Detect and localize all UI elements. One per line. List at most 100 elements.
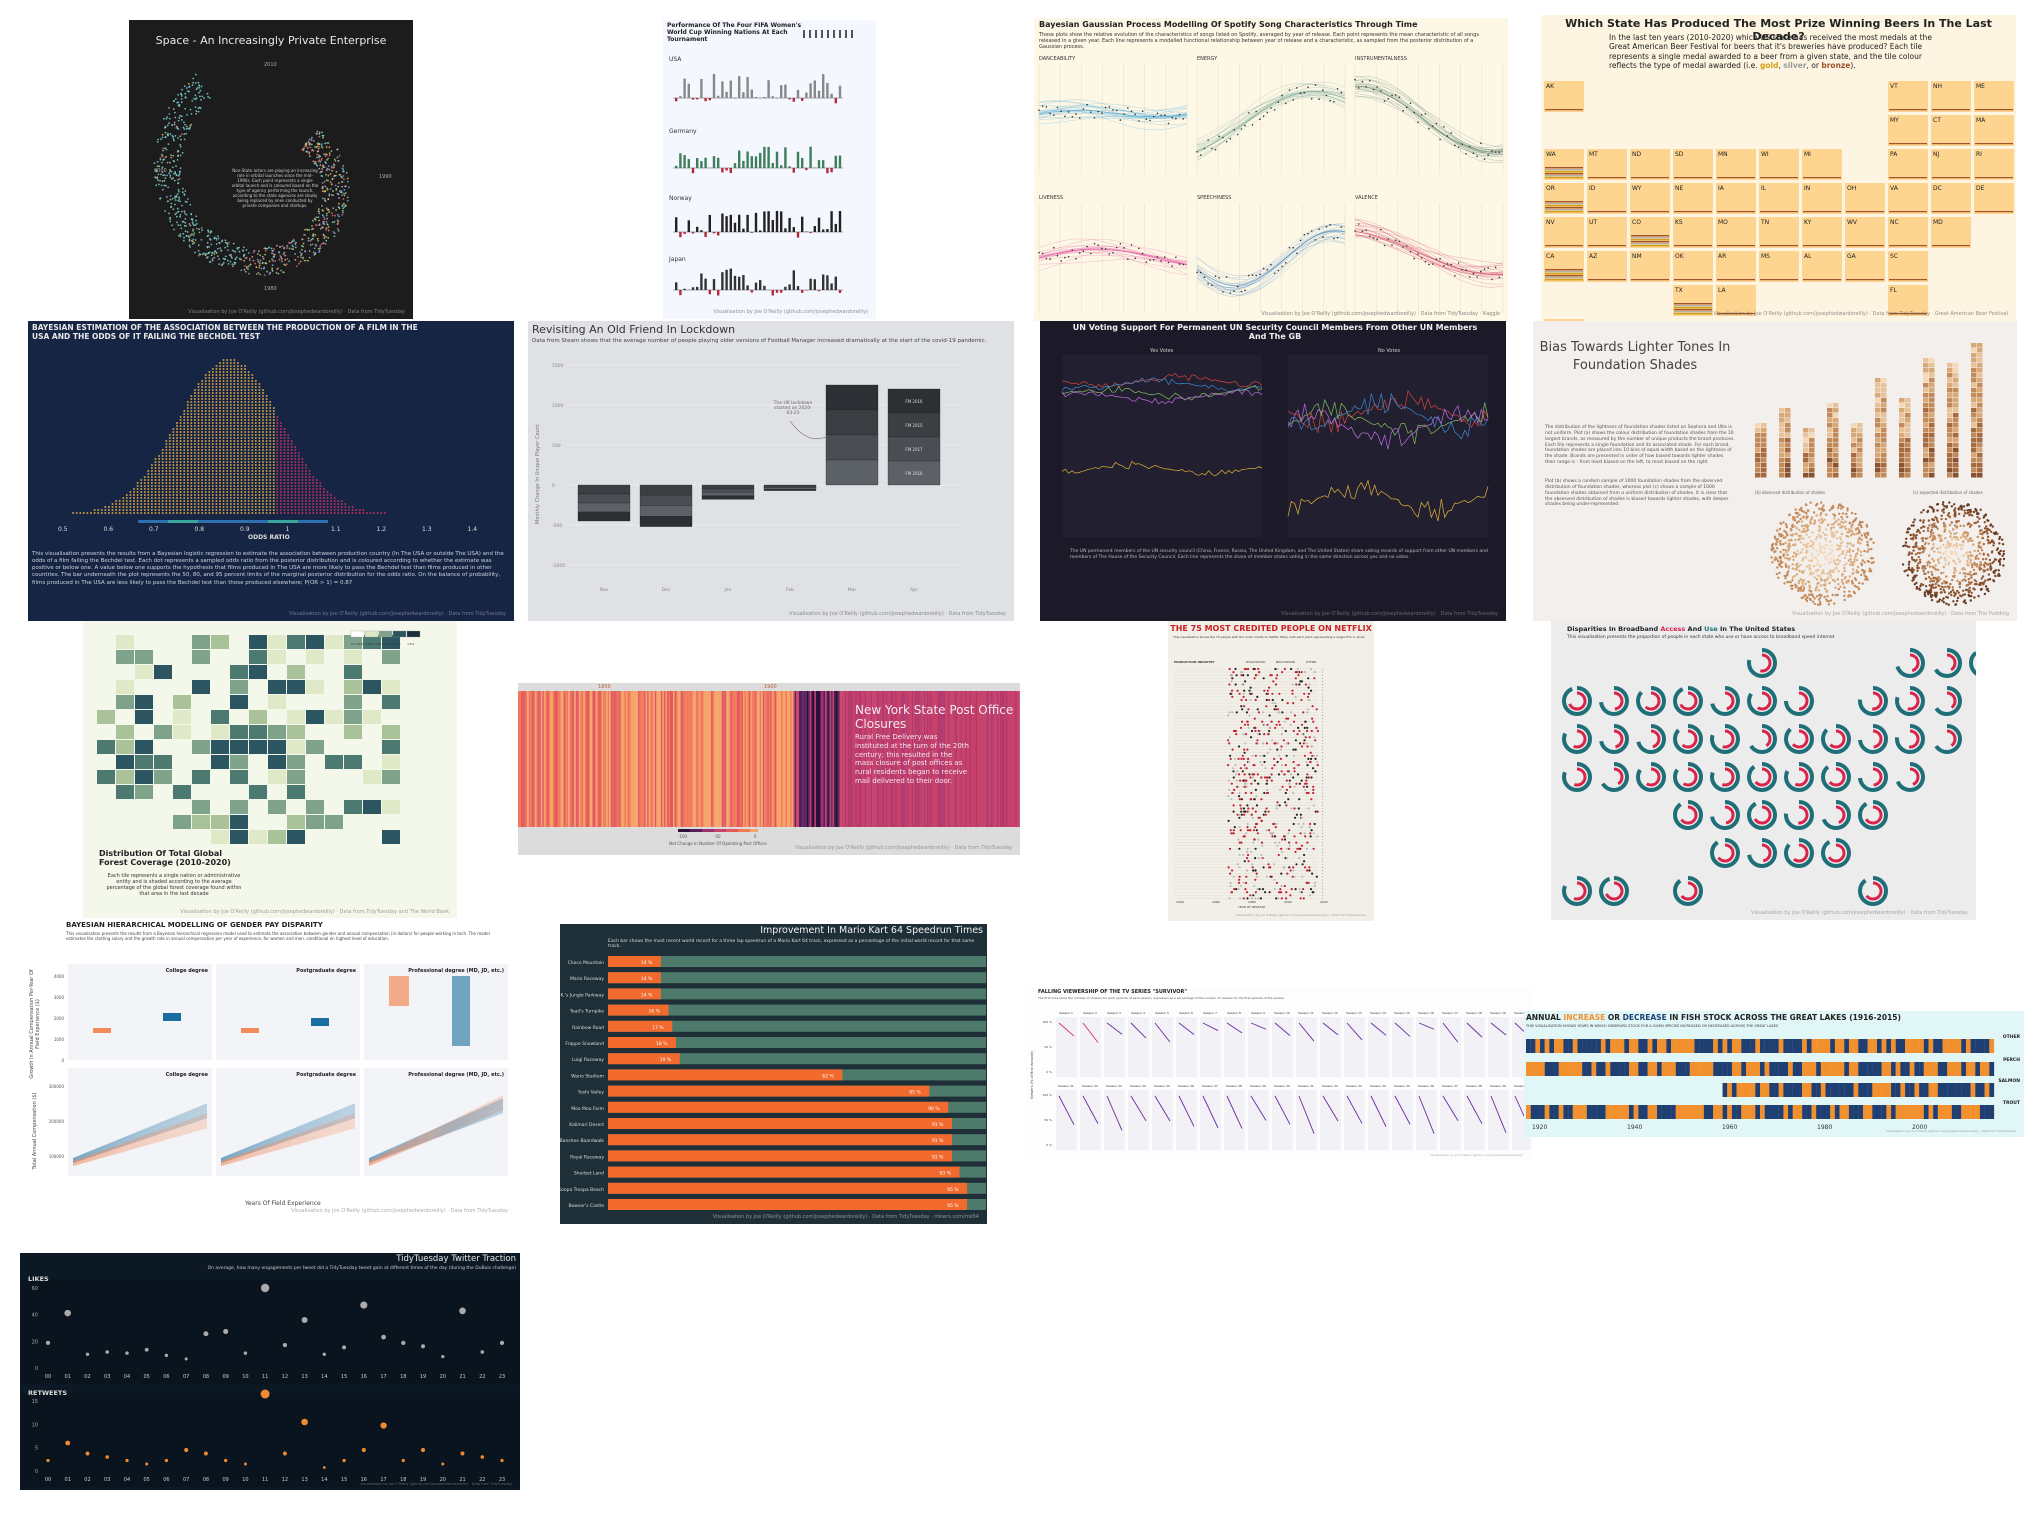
launch-point [177, 149, 179, 152]
posterior-sample [193, 395, 196, 397]
launch-point [343, 192, 345, 195]
sampled-shade [1806, 596, 1809, 599]
posterior-sample [362, 509, 365, 511]
launch-point [169, 133, 172, 135]
gp-sample-line [1038, 247, 1188, 265]
posterior-sample [204, 485, 207, 487]
posterior-sample [204, 500, 207, 502]
state-label: MT [1589, 151, 1598, 158]
posterior-sample [279, 503, 282, 505]
launch-point [164, 210, 166, 212]
launch-point [224, 255, 227, 258]
launch-point [324, 155, 327, 158]
sampled-shade [1799, 541, 1803, 544]
launch-point [189, 108, 192, 111]
year-mean-point [1285, 262, 1287, 264]
sampled-shade [1803, 594, 1807, 597]
shade-tile [1881, 413, 1887, 418]
posterior-sample [179, 479, 182, 481]
result-bar [771, 162, 774, 168]
launch-point [304, 228, 306, 231]
gp-sample-line [1038, 115, 1187, 120]
launch-point [328, 168, 331, 171]
launch-point [314, 218, 317, 221]
year-mean-point [1053, 114, 1055, 116]
sampled-shade [1916, 569, 1919, 572]
year-mean-point [1038, 109, 1040, 111]
sampled-shade [1824, 537, 1827, 540]
posterior-sample [265, 434, 268, 436]
posterior-sample [193, 470, 196, 472]
posterior-sample [172, 485, 175, 487]
sampled-shade [1848, 550, 1851, 554]
launch-point [317, 147, 320, 150]
posterior-sample [297, 488, 300, 490]
shade-tile [1785, 448, 1791, 453]
posterior-sample [208, 446, 211, 448]
posterior-sample [215, 386, 218, 388]
year-mean-point [1357, 223, 1360, 225]
posterior-sample [269, 470, 272, 472]
year-mean-point [1178, 263, 1181, 265]
result-bar [754, 156, 758, 168]
posterior-sample [197, 437, 200, 439]
launch-point [344, 192, 347, 194]
posterior-sample [140, 500, 143, 502]
result-bar [817, 290, 821, 292]
posterior-sample [247, 476, 250, 478]
posterior-sample [276, 428, 279, 430]
posterior-sample [208, 398, 211, 400]
posterior-sample [236, 458, 239, 460]
year-mean-point [1244, 124, 1246, 127]
posterior-sample [226, 476, 229, 478]
launch-point [333, 232, 336, 235]
posterior-sample [244, 488, 247, 490]
posterior-sample [251, 482, 254, 484]
sampled-shade [1790, 538, 1793, 541]
posterior-sample [229, 419, 232, 421]
posterior-sample [251, 416, 254, 418]
posterior-sample [262, 431, 264, 433]
posterior-sample [233, 419, 236, 421]
posterior-sample [251, 440, 254, 442]
launch-point [309, 143, 311, 145]
posterior-sample [265, 485, 268, 487]
posterior-sample [247, 437, 250, 439]
posterior-sample [208, 374, 211, 376]
launch-point [192, 230, 194, 232]
year-mean-point [1199, 154, 1202, 156]
shade-tile [1779, 453, 1785, 458]
posterior-sample [272, 467, 275, 469]
gp-sample-line [1354, 83, 1504, 151]
posterior-sample [197, 509, 200, 511]
launch-point [325, 214, 328, 217]
posterior-sample [254, 383, 257, 385]
posterior-sample [233, 479, 236, 481]
shade-tile [1971, 443, 1977, 448]
posterior-sample [283, 443, 286, 445]
shade-tile [1899, 453, 1905, 458]
posterior-sample [208, 380, 211, 382]
launch-point [164, 184, 167, 187]
posterior-sample [179, 461, 182, 463]
posterior-sample [315, 488, 318, 490]
sampled-shade [1826, 576, 1830, 579]
result-bar [754, 96, 758, 98]
posterior-sample [236, 452, 239, 454]
country-line [1061, 460, 1263, 477]
shade-tile [1875, 433, 1881, 438]
posterior-sample [279, 506, 282, 508]
year-mean-point [1211, 284, 1213, 287]
medal-strip [1545, 167, 1583, 169]
posterior-sample [269, 506, 272, 508]
posterior-sample [251, 506, 254, 508]
sampled-shade [1815, 578, 1819, 581]
gp-sample-line [1038, 103, 1187, 114]
shade-tile [1827, 413, 1833, 418]
sampled-shade [1958, 512, 1961, 516]
shade-tile [1809, 453, 1815, 458]
sampled-shade [1827, 603, 1831, 606]
posterior-sample [247, 458, 250, 460]
posterior-sample [262, 449, 264, 451]
posterior-sample [269, 428, 272, 430]
